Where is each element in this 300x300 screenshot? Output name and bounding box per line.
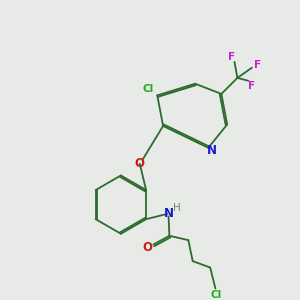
Text: Cl: Cl — [142, 84, 154, 94]
Text: O: O — [135, 157, 145, 170]
Text: F: F — [248, 81, 256, 91]
Text: F: F — [228, 52, 235, 61]
Text: O: O — [142, 241, 153, 254]
Text: N: N — [207, 144, 217, 157]
Text: H: H — [173, 202, 181, 212]
Text: F: F — [254, 60, 261, 70]
Text: Cl: Cl — [211, 290, 222, 300]
Text: N: N — [164, 207, 173, 220]
